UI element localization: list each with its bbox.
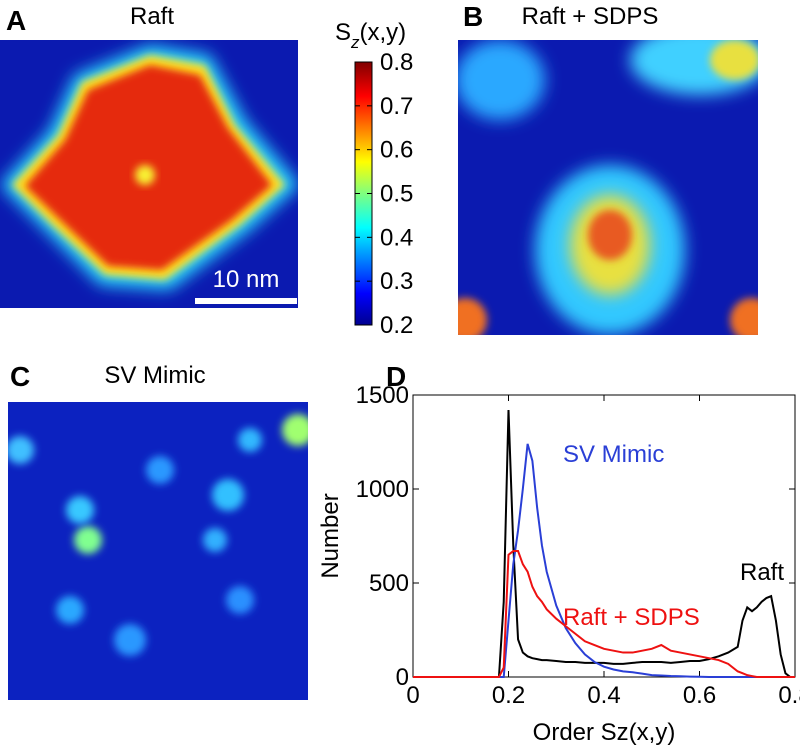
panel-letter: B — [463, 1, 483, 32]
heatmap-b — [458, 40, 758, 335]
colorbar-label-rest: (x,y) — [360, 19, 407, 46]
y-axis-label: Number — [317, 493, 344, 578]
panel-letter: D — [386, 361, 406, 392]
colorbar-tick-label: 0.3 — [380, 268, 413, 295]
line-chart: 0 0.2 0.4 0.6 0.8 0 500 1000 1500 Order Sz(x,y) Nu… — [317, 382, 800, 746]
x-tick-label: 0 — [406, 682, 419, 709]
colorbar-tick-label: 0.7 — [380, 93, 413, 120]
panel-title: SV Mimic — [104, 362, 205, 389]
panel-title: Raft + SDPS — [522, 3, 659, 30]
x-tick-label: 0.8 — [778, 682, 800, 709]
series-line — [413, 410, 795, 678]
series-label: SV Mimic — [563, 441, 664, 468]
y-tick-label: 1500 — [356, 382, 409, 409]
colorbar-tick-label: 0.2 — [380, 312, 413, 339]
x-tick-label: 0.6 — [683, 682, 716, 709]
panel-letter: C — [10, 361, 30, 392]
colorbar-tick-label: 0.8 — [380, 49, 413, 76]
colorbar-label: Sz(x,y) — [335, 19, 406, 52]
scale-bar — [195, 298, 297, 304]
colorbar-label-sub: z — [350, 33, 360, 52]
series-line — [413, 550, 795, 678]
plot-frame — [412, 394, 796, 678]
y-tick-label: 1000 — [356, 476, 409, 503]
colorbar-tick-label: 0.4 — [380, 224, 413, 251]
heatmap-c — [8, 402, 308, 700]
series-label: Raft + SDPS — [563, 604, 700, 631]
colorbar-label-s: S — [335, 19, 351, 46]
y-tick-label: 0 — [396, 664, 409, 691]
x-tick-label: 0.4 — [587, 682, 620, 709]
scale-bar-label: 10 nm — [213, 266, 280, 293]
heatmap-a: 10 nm — [0, 40, 298, 308]
colorbar-tick-label: 0.5 — [380, 181, 413, 208]
x-tick-label: 0.2 — [492, 682, 525, 709]
panel-letter: A — [6, 5, 26, 36]
panel-title: Raft — [130, 3, 174, 30]
series-label: Raft — [740, 559, 784, 586]
y-tick-label: 500 — [369, 570, 409, 597]
x-axis-label: Order Sz(x,y) — [533, 719, 676, 746]
colorbar-tick-label: 0.6 — [380, 137, 413, 164]
